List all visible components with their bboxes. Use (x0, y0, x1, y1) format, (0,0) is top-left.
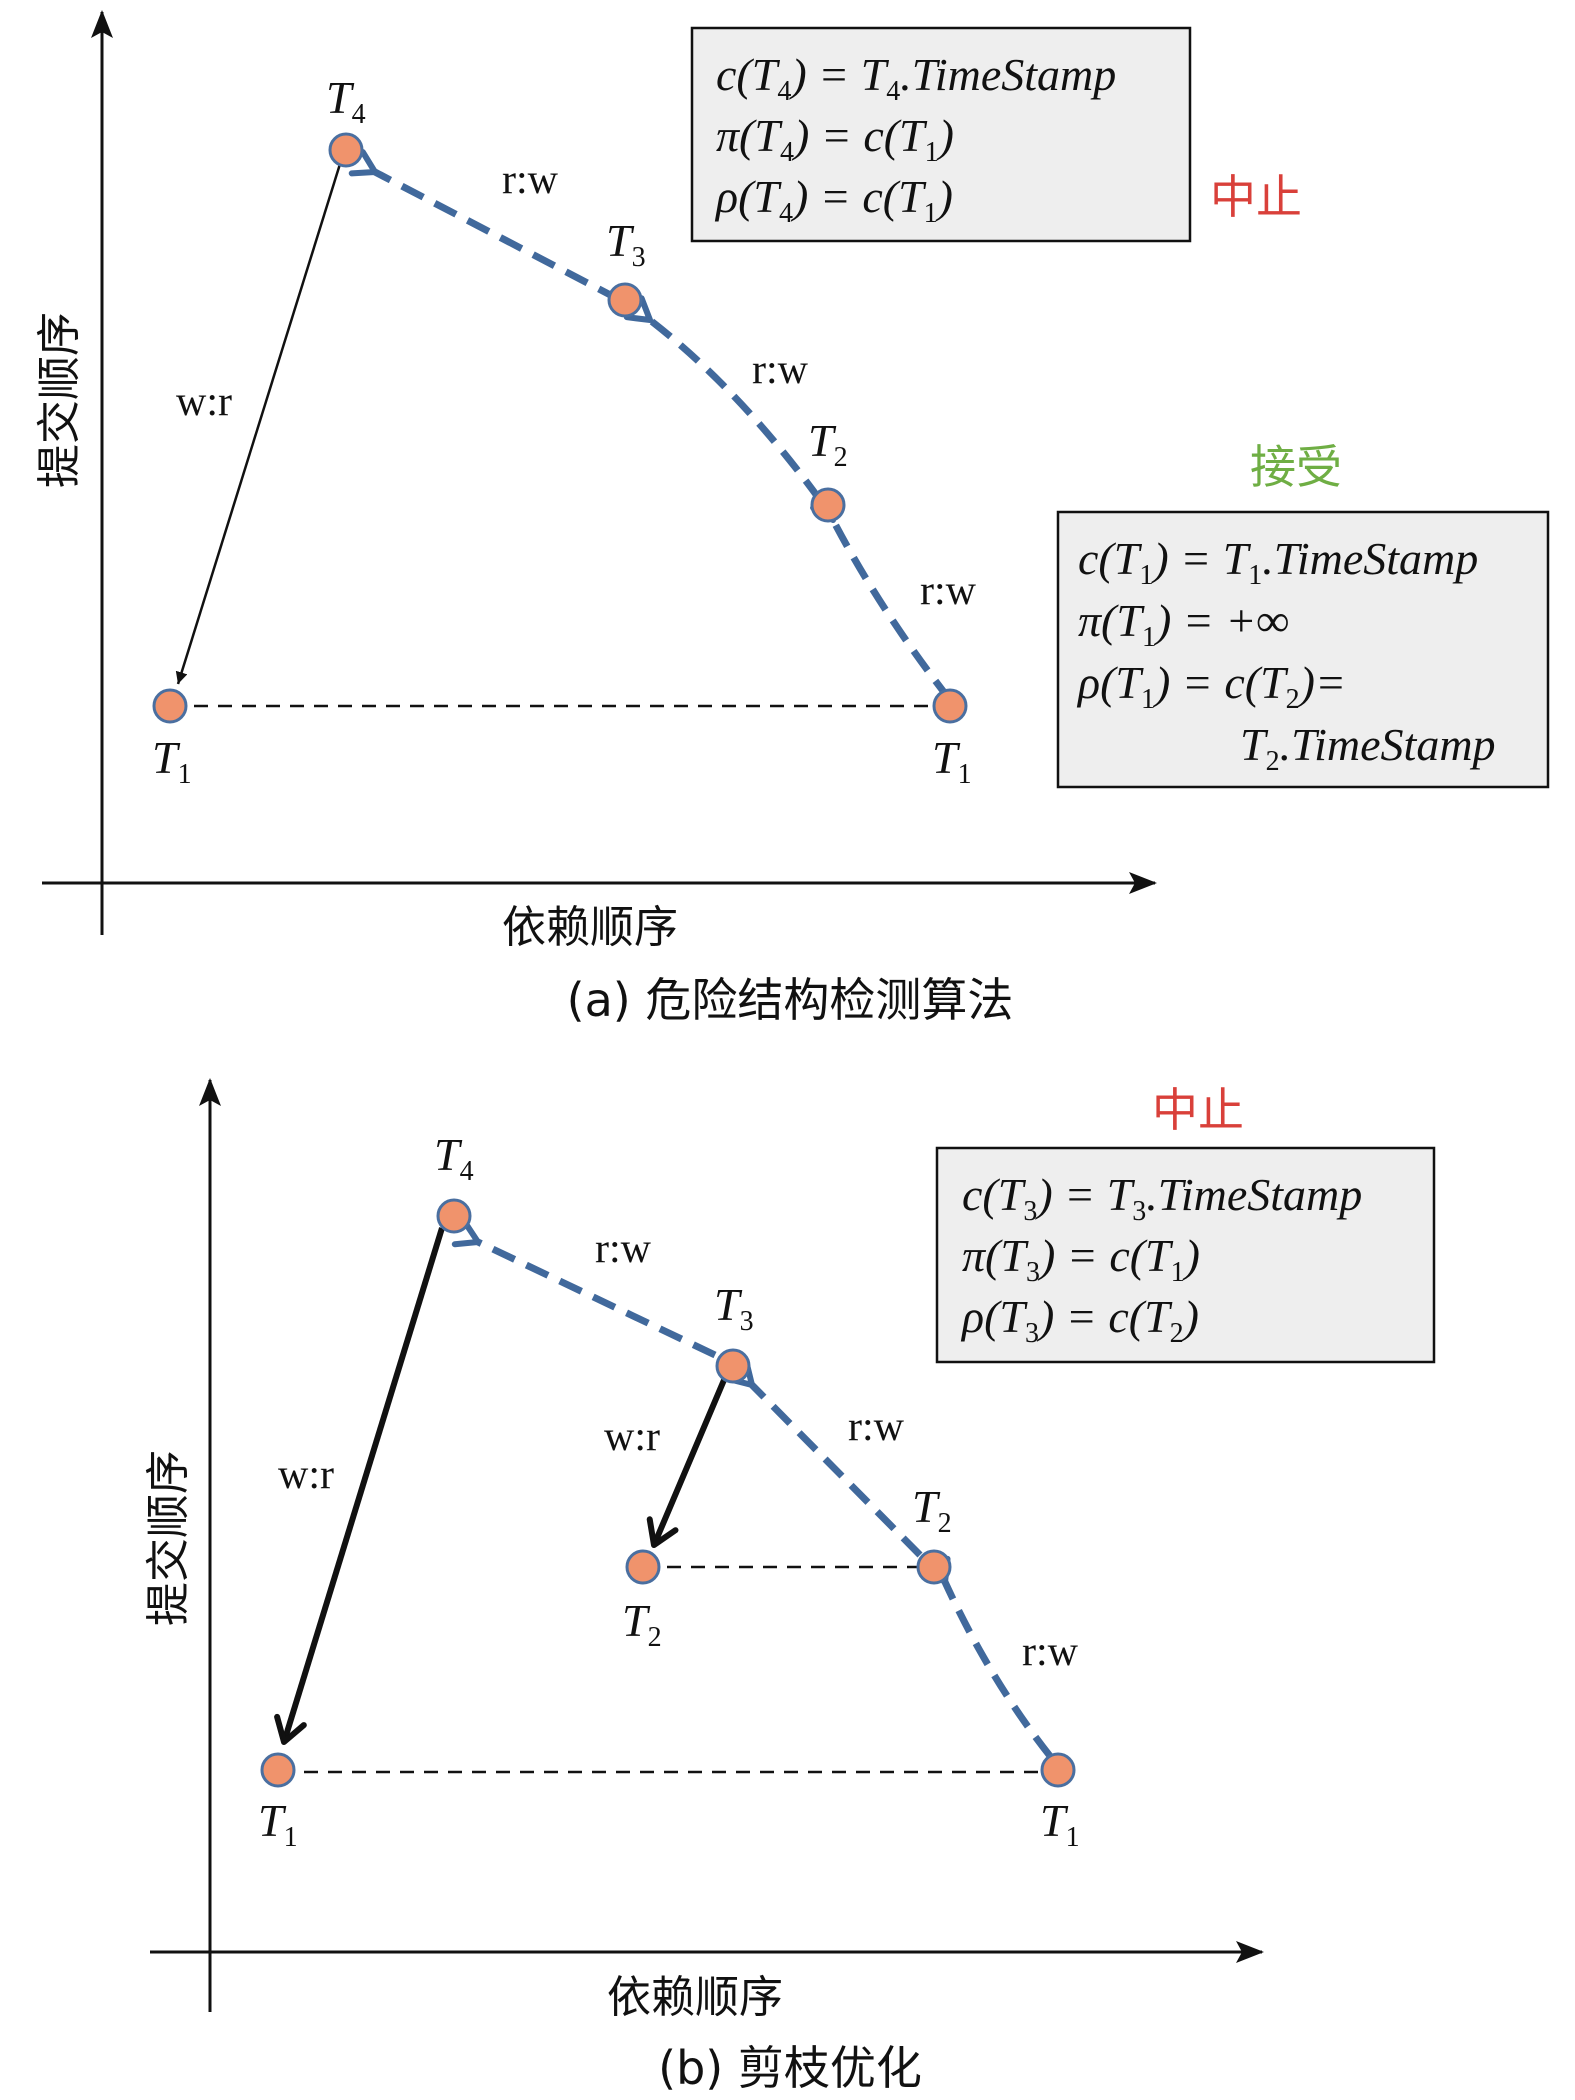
formula-bottom-line2: π(T1) = +∞ (1078, 595, 1289, 653)
node-label-t2: T2 (808, 415, 848, 473)
formula-top-line2: π(T4) = c(T1) (716, 110, 954, 168)
x-axis-label: 依赖顺序 (607, 1972, 783, 2023)
edge-t4-to-t1 (274, 1227, 445, 1745)
edge-label-t3-t4: r:w (502, 157, 559, 203)
node-label-t1-right: T1 (1040, 1795, 1080, 1853)
panel-b: 提交顺序 依赖顺序 (b) 剪枝优化 w:r w:r r:w r:w r:w T… (143, 1078, 1436, 2095)
edge-t2-to-t3 (623, 295, 823, 503)
edge-label-t1-t2: r:w (1022, 1629, 1079, 1675)
node-t4 (436, 1198, 472, 1234)
node-t1-right (932, 688, 968, 724)
caption: (b) 剪枝优化 (658, 2041, 922, 2095)
y-axis-label: 提交顺序 (34, 312, 85, 488)
edge-label-t2-t3: r:w (848, 1404, 905, 1450)
node-t1-left (260, 1752, 296, 1788)
node-t1-right (1040, 1752, 1076, 1788)
edge-t3-to-t4 (451, 1219, 717, 1359)
edge-label-t4-t1: w:r (278, 1452, 334, 1498)
formula-box-bottom (1056, 510, 1550, 789)
node-label-t4: T4 (434, 1129, 474, 1187)
node-t3 (715, 1348, 751, 1384)
node-t1-left (152, 688, 188, 724)
edge-label-t2-t3: r:w (752, 347, 809, 393)
edge-t3-to-t4 (348, 149, 622, 304)
node-label-t4: T4 (326, 72, 366, 130)
node-label-t3: T3 (714, 1279, 754, 1337)
node-t2 (810, 487, 846, 523)
formula-line2: π(T3) = c(T1) (962, 1230, 1200, 1288)
edge-label-t4-t1: w:r (176, 379, 232, 425)
node-label-t1-left: T1 (258, 1795, 298, 1853)
node-t2-right (916, 1549, 952, 1585)
edge-t1-to-t2 (922, 1555, 1053, 1759)
formula-top-line3: ρ(T4) = c(T1) (714, 171, 953, 229)
formula-box (935, 1146, 1436, 1364)
node-label-t1-right: T1 (932, 732, 972, 790)
formula-box-top (690, 26, 1192, 243)
formula-line1: c(T3) = T3.TimeStamp (962, 1169, 1362, 1227)
node-t4 (328, 132, 364, 168)
edge-t1-to-t2 (810, 493, 953, 703)
node-t2-left (625, 1549, 661, 1585)
node-label-t1-left: T1 (152, 732, 192, 790)
node-label-t3: T3 (606, 215, 646, 273)
y-axis-label: 提交顺序 (143, 1450, 194, 1626)
edge-label-t3-t4: r:w (595, 1226, 652, 1272)
panel-a: 提交顺序 依赖顺序 (a) 危险结构检测算法 w:r r:w r:w r:w T… (34, 10, 1550, 1027)
edge-label-t1-t2: r:w (920, 568, 977, 614)
edge-label-t3-t2: w:r (604, 1414, 660, 1460)
caption: (a) 危险结构检测算法 (567, 973, 1014, 1027)
status-abort: 中止 (1152, 1083, 1244, 1137)
formula-bottom-line1: c(T1) = T1.TimeStamp (1078, 533, 1478, 591)
formula-bottom-line3: ρ(T1) = c(T2)= (1076, 657, 1346, 715)
formula-top-line1: c(T4) = T4.TimeStamp (716, 49, 1116, 107)
x-axis-label: 依赖顺序 (502, 902, 678, 953)
node-label-t2-left: T2 (622, 1595, 662, 1653)
node-t3 (607, 282, 643, 318)
formula-line3: ρ(T3) = c(T2) (960, 1291, 1199, 1349)
edge-t3-to-t2 (646, 1378, 727, 1548)
status-accept: 接受 (1250, 440, 1342, 494)
formula-bottom-line4: T2.TimeStamp (1240, 719, 1496, 777)
edge-t4-to-t1 (175, 163, 342, 685)
node-label-t2-right: T2 (912, 1481, 952, 1539)
edge-t2-to-t3 (726, 1359, 923, 1558)
status-abort: 中止 (1210, 170, 1302, 224)
